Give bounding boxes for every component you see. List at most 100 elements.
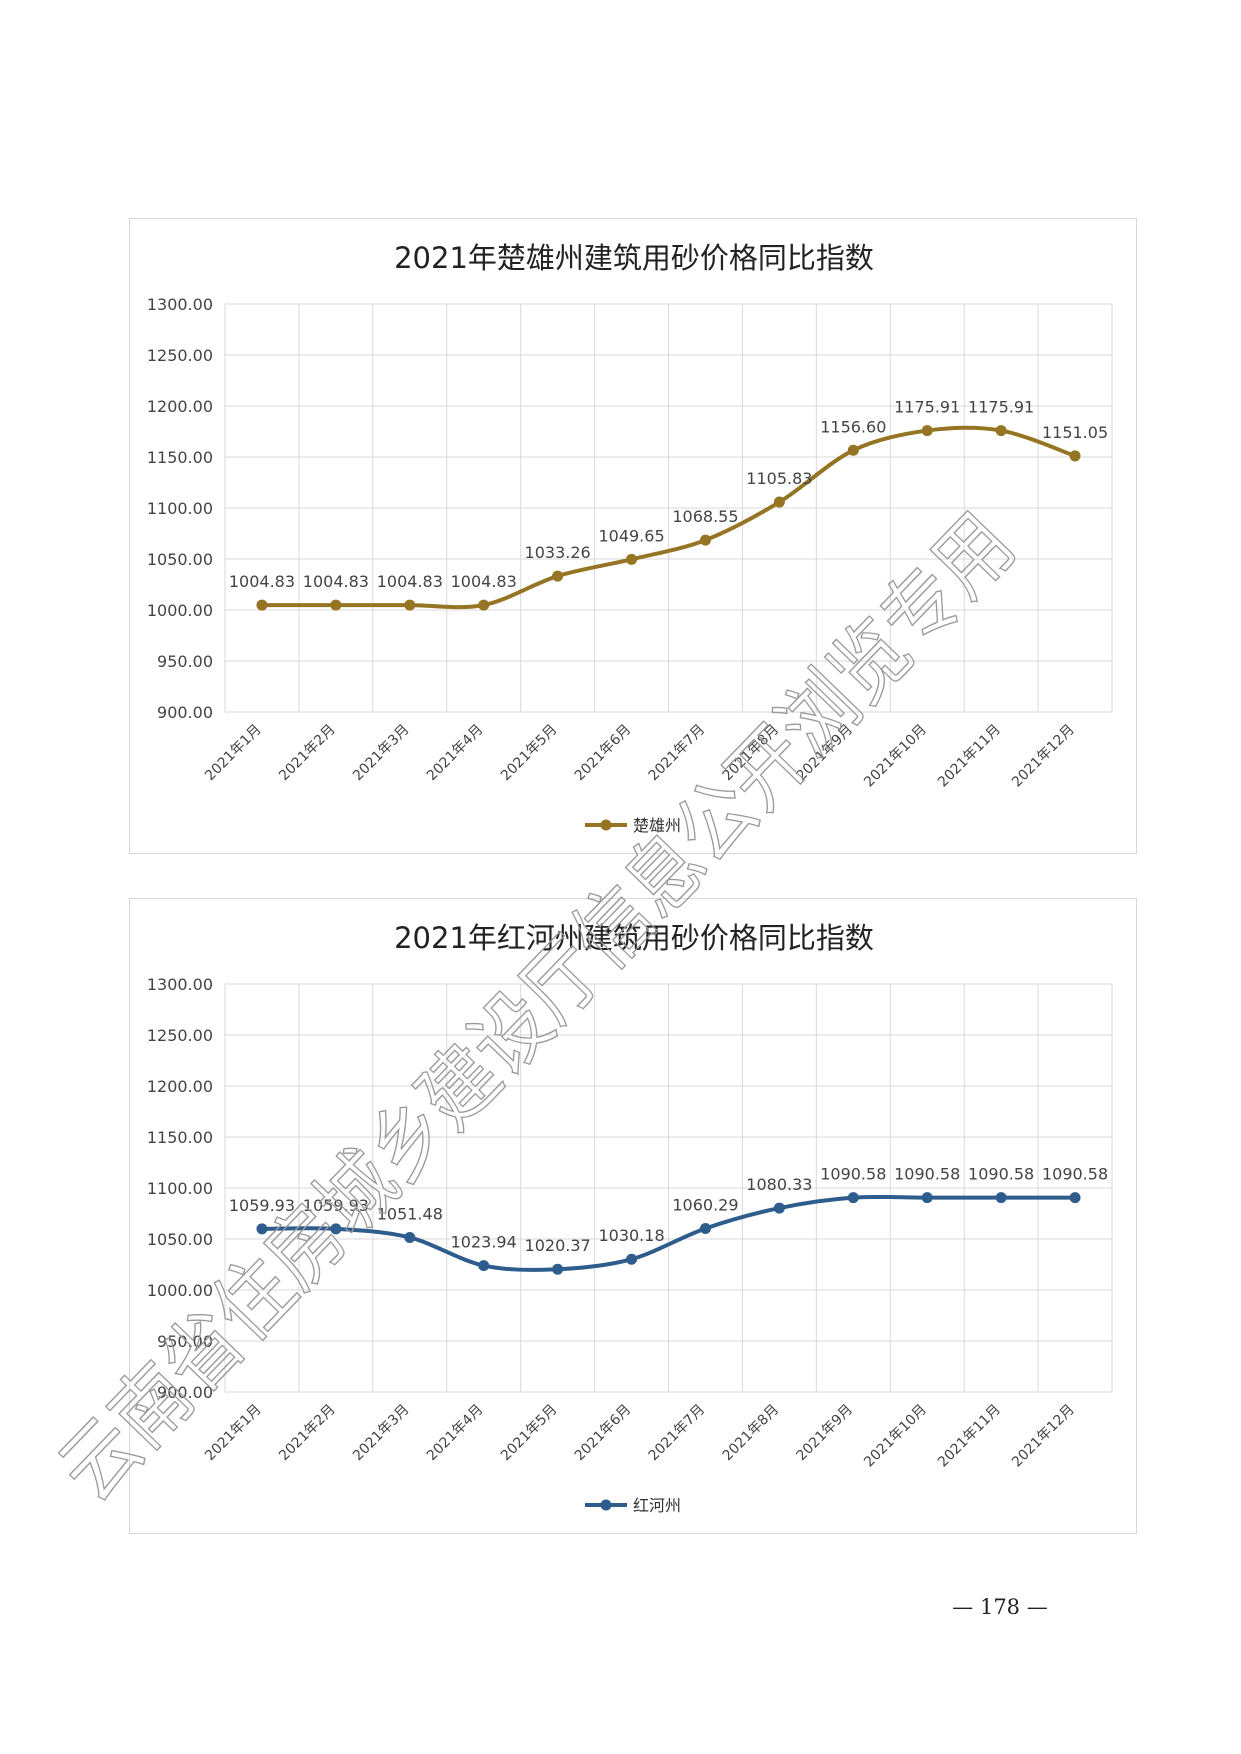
- data-label: 1151.05: [1042, 423, 1108, 442]
- x-tick-label: 2021年3月: [350, 722, 413, 785]
- data-point: [256, 1223, 268, 1235]
- x-tick-label: 2021年7月: [646, 1402, 709, 1465]
- x-tick-label: 2021年3月: [350, 1402, 413, 1465]
- data-point: [699, 1223, 711, 1235]
- data-label: 1090.58: [1042, 1165, 1108, 1184]
- data-label: 1175.91: [894, 398, 960, 417]
- data-point: [995, 1192, 1007, 1204]
- data-label: 1090.58: [894, 1165, 960, 1184]
- x-tick-label: 2021年2月: [276, 722, 339, 785]
- data-label: 1049.65: [598, 526, 664, 545]
- y-tick-label: 1200.00: [147, 397, 213, 416]
- y-tick-label: 1250.00: [147, 1026, 213, 1045]
- data-point: [404, 1231, 416, 1243]
- data-label: 1004.83: [303, 572, 369, 591]
- y-tick-label: 900.00: [157, 1383, 213, 1402]
- y-tick-label: 1300.00: [147, 975, 213, 994]
- y-tick-label: 1000.00: [147, 1281, 213, 1300]
- data-point: [921, 425, 933, 437]
- x-tick-label: 2021年11月: [935, 722, 1004, 791]
- data-label: 1105.83: [746, 469, 812, 488]
- y-tick-label: 1050.00: [147, 1230, 213, 1249]
- data-point: [699, 534, 711, 546]
- data-label: 1175.91: [968, 398, 1034, 417]
- chart-title: 2021年楚雄州建筑用砂价格同比指数: [394, 241, 874, 275]
- y-tick-label: 1300.00: [147, 295, 213, 314]
- y-tick-label: 1100.00: [147, 499, 213, 518]
- data-point: [478, 599, 490, 611]
- chart-svg-chuxiong: 2021年楚雄州建筑用砂价格同比指数 900.00 950.00 1000.00 105…: [147, 241, 1113, 835]
- data-label: 1030.18: [598, 1226, 664, 1245]
- y-tick-label: 1200.00: [147, 1077, 213, 1096]
- data-label: 1004.83: [451, 572, 517, 591]
- data-label: 1051.48: [377, 1204, 443, 1223]
- legend-marker: [600, 819, 612, 831]
- data-point: [921, 1192, 933, 1204]
- x-tick-label: 2021年2月: [276, 1402, 339, 1465]
- x-tick-label: 2021年1月: [202, 1402, 265, 1465]
- data-point: [256, 599, 268, 611]
- data-point: [330, 1223, 342, 1235]
- x-tick-label: 2021年9月: [794, 1402, 857, 1465]
- data-point: [478, 1260, 490, 1272]
- x-tick-label: 2021年4月: [424, 1402, 487, 1465]
- y-tick-label: 1250.00: [147, 346, 213, 365]
- x-tick-label: 2021年6月: [572, 722, 635, 785]
- page-number: — 178 —: [952, 1595, 1048, 1619]
- chart-svg-honghe: 2021年红河州建筑用砂价格同比指数 900.00 950.00 1000.00 105…: [147, 921, 1113, 1515]
- data-label: 1156.60: [820, 417, 886, 436]
- x-tick-label: 2021年9月: [794, 722, 857, 785]
- data-label: 1068.55: [672, 507, 738, 526]
- x-tick-label: 2021年8月: [720, 1402, 783, 1465]
- y-tick-label: 950.00: [157, 1332, 213, 1351]
- data-point: [847, 444, 859, 456]
- data-point: [847, 1192, 859, 1204]
- data-label: 1060.29: [672, 1196, 738, 1215]
- series-line: [261, 1194, 1076, 1272]
- data-point: [552, 1263, 564, 1275]
- x-tick-label: 2021年7月: [646, 722, 709, 785]
- legend-marker: [600, 1499, 612, 1511]
- data-label: 1004.83: [377, 572, 443, 591]
- x-tick-label: 2021年4月: [424, 722, 487, 785]
- data-label: 1020.37: [525, 1236, 591, 1255]
- y-tick-label: 1100.00: [147, 1179, 213, 1198]
- legend-label: 楚雄州: [633, 816, 681, 835]
- chart-panel-honghe: 2021年红河州建筑用砂价格同比指数 900.00 950.00 1000.00 105…: [129, 898, 1137, 1534]
- data-point: [626, 553, 638, 565]
- data-label: 1033.26: [525, 543, 591, 562]
- y-tick-label: 900.00: [157, 703, 213, 722]
- data-point: [552, 570, 564, 582]
- data-label: 1090.58: [820, 1165, 886, 1184]
- x-tick-label: 2021年8月: [720, 722, 783, 785]
- data-point: [330, 599, 342, 611]
- data-point: [773, 496, 785, 508]
- x-tick-label: 2021年5月: [498, 722, 561, 785]
- y-tick-label: 1150.00: [147, 1128, 213, 1147]
- y-tick-label: 1150.00: [147, 448, 213, 467]
- data-point: [995, 425, 1007, 437]
- legend-label: 红河州: [633, 1496, 681, 1515]
- data-label: 1090.58: [968, 1165, 1034, 1184]
- x-tick-label: 2021年11月: [935, 1402, 1004, 1471]
- data-label: 1059.93: [229, 1196, 295, 1215]
- data-label: 1004.83: [229, 572, 295, 591]
- data-label: 1023.94: [451, 1233, 517, 1252]
- chart-panel-chuxiong: 2021年楚雄州建筑用砂价格同比指数 900.00 950.00 1000.00 105…: [129, 218, 1137, 854]
- data-point: [1069, 1192, 1081, 1204]
- chart-title: 2021年红河州建筑用砂价格同比指数: [394, 921, 874, 955]
- y-tick-label: 950.00: [157, 652, 213, 671]
- x-tick-label: 2021年12月: [1009, 1402, 1078, 1471]
- x-tick-label: 2021年1月: [202, 722, 265, 785]
- data-point: [773, 1202, 785, 1214]
- x-tick-label: 2021年10月: [861, 1402, 930, 1471]
- data-label: 1080.33: [746, 1175, 812, 1194]
- x-tick-label: 2021年5月: [498, 1402, 561, 1465]
- x-tick-label: 2021年10月: [861, 722, 930, 791]
- data-point: [404, 599, 416, 611]
- data-label: 1059.93: [303, 1196, 369, 1215]
- data-point: [626, 1253, 638, 1265]
- data-point: [1069, 450, 1081, 462]
- y-tick-label: 1050.00: [147, 550, 213, 569]
- y-tick-label: 1000.00: [147, 601, 213, 620]
